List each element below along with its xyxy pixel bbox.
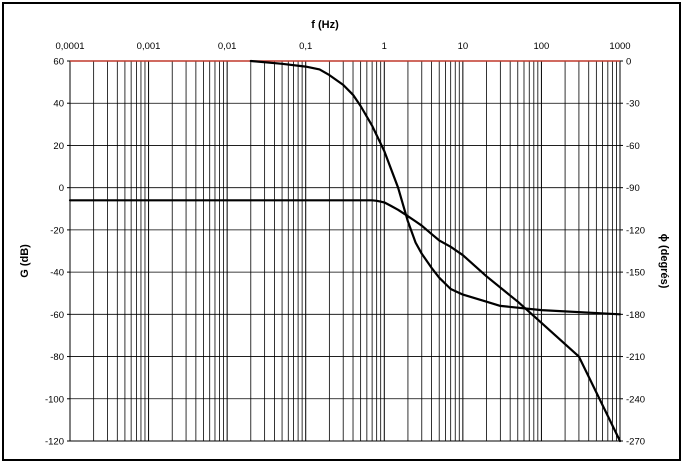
- y2-axis-title: ϕ (degrés): [658, 234, 670, 289]
- tick-labels: 0,0001 0,001 0,01 0,1 1 10 100 1000 60 40 20 0 -20 -4…: [45, 41, 645, 448]
- x-tick-label: 0,001: [137, 41, 161, 52]
- x-tick-label: 10: [458, 41, 469, 52]
- y-tick-label: -20: [50, 225, 64, 236]
- y-axis-title: G (dB): [19, 244, 31, 278]
- y-tick-label: -100: [45, 394, 64, 405]
- x-tick-label: 100: [533, 41, 549, 52]
- y2-tick-label: -180: [626, 310, 645, 321]
- series-phase-line: [249, 59, 622, 316]
- chart-frame: [2, 2, 681, 461]
- y-tick-label: -80: [50, 352, 64, 363]
- x-tick-label: 0,0001: [55, 41, 84, 52]
- y2-tick-label: -150: [626, 268, 645, 279]
- y2-tick-label: -210: [626, 352, 645, 363]
- x-tick-label: 1000: [609, 41, 630, 52]
- plot-area: [69, 60, 621, 442]
- y2-tick-label: -240: [626, 394, 645, 405]
- y2-tick-label: -270: [626, 437, 645, 448]
- grid: [69, 60, 620, 442]
- y-tick-label: -40: [50, 268, 64, 279]
- series-layer: [68, 59, 622, 443]
- y2-tick-label: 0: [626, 57, 631, 68]
- y-tick-label: 0: [59, 183, 64, 194]
- y-tick-label: 40: [53, 99, 64, 110]
- y2-tick-label: -90: [626, 183, 640, 194]
- y2-tick-label: -60: [626, 141, 640, 152]
- y2-tick-label: -120: [626, 225, 645, 236]
- series-gain-line: [68, 199, 622, 443]
- x-tick-label: 0,1: [299, 41, 312, 52]
- y-tick-label: 60: [53, 57, 64, 68]
- y-tick-label: -60: [50, 310, 64, 321]
- y2-tick-label: -30: [626, 99, 640, 110]
- y-tick-label: -120: [45, 437, 64, 448]
- y-tick-label: 20: [53, 141, 64, 152]
- x-tick-label: 0,01: [218, 41, 237, 52]
- x-tick-label: 1: [382, 41, 387, 52]
- x-axis-title: f (Hz): [311, 19, 339, 31]
